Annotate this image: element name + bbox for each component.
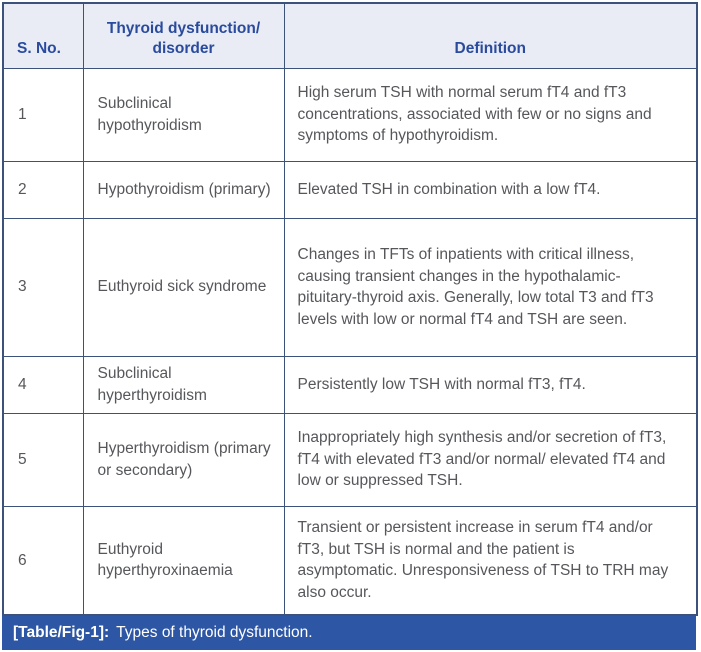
row-number: 6 (2, 505, 84, 616)
disorder-cell: Euthyroid sick syndrome (82, 217, 285, 357)
disorder-cell: Hypothyroidism (primary) (82, 160, 285, 219)
table-body: 1 Subclinical hypothyroidism High serum … (2, 67, 698, 616)
caption-label: [Table/Fig-1]: (13, 624, 110, 641)
definition-cell: Changes in TFTs of inpatients with criti… (283, 217, 698, 357)
disorder-cell: Hyperthyroidism (primary or secondary) (82, 412, 285, 507)
row-number: 4 (2, 355, 84, 414)
disorder-cell: Subclinical hypothyroidism (82, 67, 285, 162)
row-number: 1 (2, 67, 84, 162)
definition-cell: Elevated TSH in combination with a low f… (283, 160, 698, 219)
disorder-cell: Subclinical hyperthyroidism (82, 355, 285, 414)
column-header-definition: Definition (283, 2, 698, 69)
column-header-sno: S. No. (2, 2, 84, 69)
table-row: 3 Euthyroid sick syndrome Changes in TFT… (2, 217, 698, 357)
thyroid-dysfunction-table: S. No. Thyroid dysfunction/ disorder Def… (2, 2, 698, 616)
row-number: 2 (2, 160, 84, 219)
row-number: 5 (2, 412, 84, 507)
table-header: S. No. Thyroid dysfunction/ disorder Def… (2, 2, 698, 69)
definition-cell: High serum TSH with normal serum fT4 and… (283, 67, 698, 162)
table-caption-bar: [Table/Fig-1]: Types of thyroid dysfunct… (2, 616, 696, 650)
table-row: 5 Hyperthyroidism (primary or secondary)… (2, 412, 698, 507)
definition-cell: Transient or persistent increase in seru… (283, 505, 698, 616)
table-row: 4 Subclinical hyperthyroidism Persistent… (2, 355, 698, 414)
column-header-disorder: Thyroid dysfunction/ disorder (82, 2, 285, 69)
row-number: 3 (2, 217, 84, 357)
definition-cell: Inappropriately high synthesis and/or se… (283, 412, 698, 507)
table-header-row: S. No. Thyroid dysfunction/ disorder Def… (2, 2, 698, 69)
table-row: 1 Subclinical hypothyroidism High serum … (2, 67, 698, 162)
table-row: 6 Euthyroid hyperthyroxinaemia Transient… (2, 505, 698, 616)
caption-text: Types of thyroid dysfunction. (116, 624, 313, 641)
table-row: 2 Hypothyroidism (primary) Elevated TSH … (2, 160, 698, 219)
definition-cell: Persistently low TSH with normal fT3, fT… (283, 355, 698, 414)
disorder-cell: Euthyroid hyperthyroxinaemia (82, 505, 285, 616)
